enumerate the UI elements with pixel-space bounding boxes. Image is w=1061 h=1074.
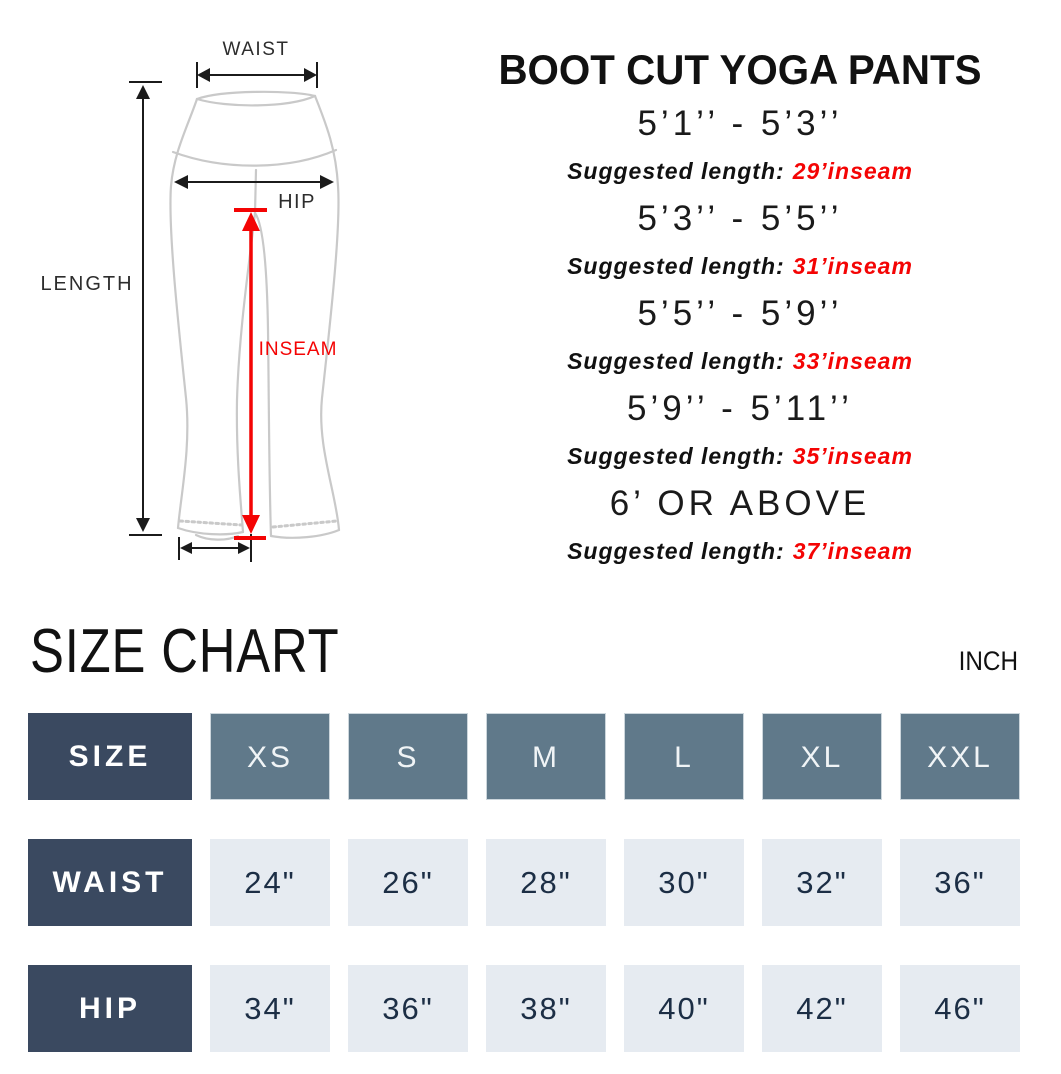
suggested-length: Suggested length: 35’inseam — [425, 443, 1055, 470]
suggested-inseam-value: 35’inseam — [792, 443, 913, 469]
pants-measurement-diagram: WAIST LENGTH HIP INSEAM — [40, 39, 341, 562]
height-range: 5’9’’ - 5’11’’ — [627, 389, 853, 428]
waist-value-xs: 24" — [210, 839, 330, 926]
waist-value-l: 30" — [624, 839, 744, 926]
size-chart-title: SIZE CHART — [30, 617, 340, 686]
hip-value-xl: 42" — [762, 965, 882, 1052]
pants-outline-icon — [169, 90, 341, 541]
hip-value-m: 38" — [486, 965, 606, 1052]
inseam-label: INSEAM — [259, 339, 338, 360]
suggested-inseam-value: 33’inseam — [792, 348, 913, 374]
suggested-inseam-value: 29’inseam — [792, 158, 913, 184]
height-range: 5’5’’ - 5’9’’ — [637, 294, 843, 333]
suggested-length-label: Suggested length: — [567, 538, 785, 564]
suggested-length-label: Suggested length: — [567, 158, 785, 184]
height-range: 6’ OR ABOVE — [609, 484, 871, 523]
hip-row-label: HIP — [28, 965, 192, 1052]
suggested-length: Suggested length: 37’inseam — [425, 538, 1055, 565]
suggested-inseam-value: 37’inseam — [792, 538, 913, 564]
dimension-arrowheads — [136, 68, 334, 554]
waist-label: WAIST — [223, 39, 290, 60]
column-header-s: S — [348, 713, 468, 800]
length-label: LENGTH — [40, 273, 133, 295]
suggested-length: Suggested length: 29’inseam — [425, 158, 1055, 185]
waist-dimension-arrow — [196, 62, 318, 88]
inseam-recommendations: BOOT CUT YOGA PANTS 5’1’’ - 5’3’’ Sugges… — [425, 46, 1055, 579]
suggested-length-label: Suggested length: — [567, 253, 785, 279]
column-header-xs: XS — [210, 713, 330, 800]
unit-label: INCH — [958, 646, 1018, 676]
hip-value-xs: 34" — [210, 965, 330, 1052]
waist-value-xxl: 36" — [900, 839, 1020, 926]
column-header-xxl: XXL — [900, 713, 1020, 800]
inseam-arrow — [234, 208, 267, 540]
hip-value-xxl: 46" — [900, 965, 1020, 1052]
waist-value-m: 28" — [486, 839, 606, 926]
waist-value-s: 26" — [348, 839, 468, 926]
product-title: BOOT CUT YOGA PANTS — [498, 46, 982, 93]
hip-value-s: 36" — [348, 965, 468, 1052]
height-range: 5’3’’ - 5’5’’ — [637, 199, 843, 238]
height-range: 5’1’’ - 5’3’’ — [637, 104, 843, 143]
hip-label: HIP — [278, 191, 316, 213]
suggested-length: Suggested length: 33’inseam — [425, 348, 1055, 375]
waist-row-label: WAIST — [28, 839, 192, 926]
column-header-xl: XL — [762, 713, 882, 800]
suggested-length-label: Suggested length: — [567, 443, 785, 469]
column-header-m: M — [486, 713, 606, 800]
waist-value-xl: 32" — [762, 839, 882, 926]
size-table: SIZE XS S M L XL XXL WAIST 24" 26" 28" 3… — [28, 713, 1020, 1052]
length-dimension-arrow — [129, 81, 162, 536]
suggested-length-label: Suggested length: — [567, 348, 785, 374]
column-header-l: L — [624, 713, 744, 800]
size-header-cell: SIZE — [28, 713, 192, 800]
suggested-inseam-value: 31’inseam — [792, 253, 913, 279]
hip-value-l: 40" — [624, 965, 744, 1052]
suggested-length: Suggested length: 31’inseam — [425, 253, 1055, 280]
